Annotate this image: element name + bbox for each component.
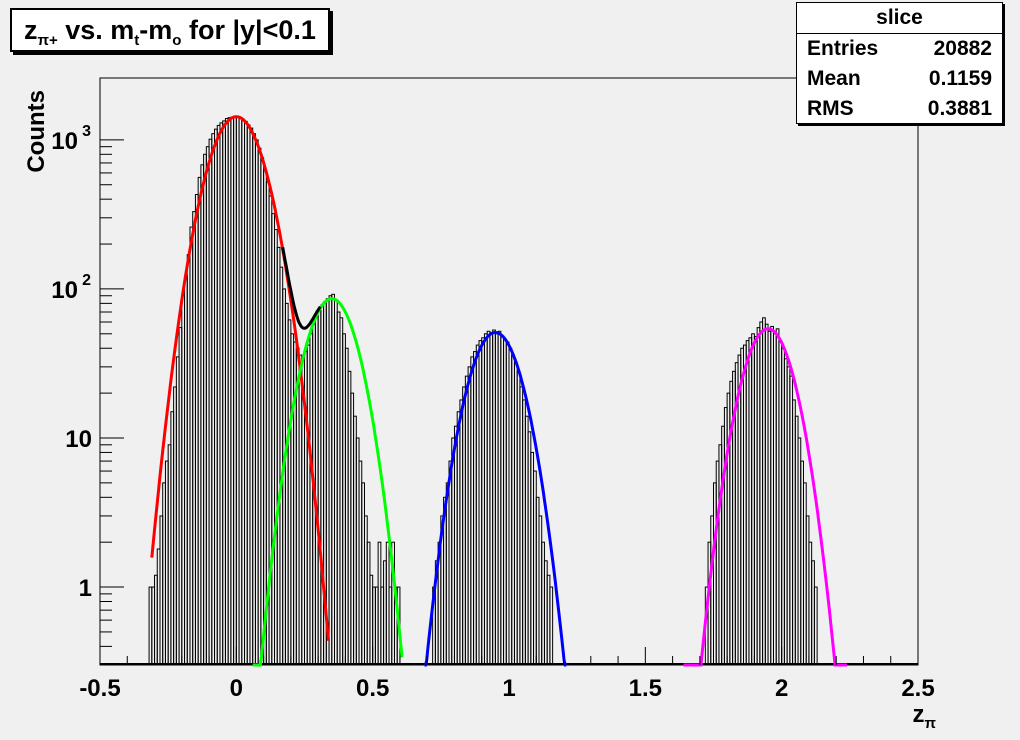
title-z: z <box>24 15 38 45</box>
x-tick-label: -0.5 <box>79 675 120 702</box>
stats-row-mean: Mean 0.1159 <box>797 64 1002 94</box>
stats-row-rms: RMS 0.3881 <box>797 94 1002 124</box>
x-tick-label: 2.5 <box>901 675 934 702</box>
y-tick-exponent: 3 <box>82 123 91 140</box>
stats-title: slice <box>797 3 1002 34</box>
y-tick-label: 1 <box>79 575 92 602</box>
x-tick-label: 2 <box>775 675 788 702</box>
fit-curve-total <box>281 247 322 330</box>
y-tick-exponent: 2 <box>82 272 91 289</box>
title-z-subscript: π+ <box>37 32 58 49</box>
fit-curve-2 <box>252 297 404 667</box>
x-tick-label: 0 <box>230 675 243 702</box>
chart-title: zπ+ vs. mt-mo for |y|<0.1 <box>10 8 330 52</box>
fit-curve-4 <box>683 327 848 667</box>
fit-curves-layer <box>150 115 848 667</box>
stats-label: RMS <box>807 97 854 120</box>
fit-curve-1 <box>150 115 330 641</box>
y-tick-label: 10 <box>51 128 78 155</box>
x-tick-label: 0.5 <box>356 675 389 702</box>
x-tick-label: 1.5 <box>629 675 662 702</box>
y-tick-label: 10 <box>51 277 78 304</box>
stats-value: 20882 <box>933 37 992 60</box>
stats-value: 0.1159 <box>928 67 992 90</box>
stats-label: Entries <box>807 37 879 60</box>
stats-value: 0.3881 <box>927 97 992 120</box>
stats-row-entries: Entries 20882 <box>797 34 1002 64</box>
stats-label: Mean <box>807 67 861 90</box>
fit-curve-3 <box>424 330 567 667</box>
x-axis-label: zπ <box>913 701 937 732</box>
title-mo-subscript: o <box>172 32 182 49</box>
title-vs-m: vs. m <box>57 15 135 45</box>
title-m-subscript: t <box>134 32 140 49</box>
y-axis-label: Counts <box>23 90 50 173</box>
histogram-layer <box>100 115 918 666</box>
title-tail: for |y|<0.1 <box>181 15 316 45</box>
title-dash-m: -m <box>139 15 173 45</box>
x-tick-label: 1 <box>502 675 515 702</box>
stats-box: slice Entries 20882 Mean 0.1159 RMS 0.38… <box>796 2 1003 124</box>
y-tick-label: 10 <box>65 426 92 453</box>
